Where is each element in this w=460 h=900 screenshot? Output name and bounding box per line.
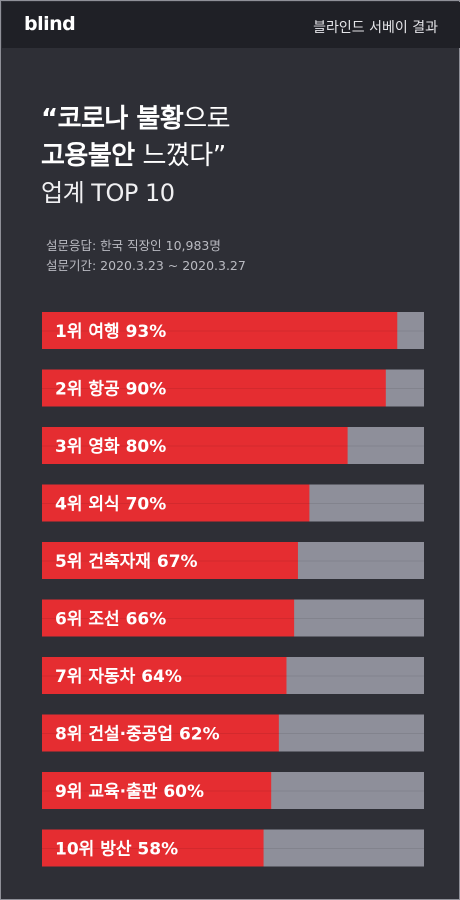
survey-respondents: 설문응답: 한국 직장인 10,983명 [46,238,221,253]
bar-stripe [42,848,424,849]
bar-stripe [42,330,424,332]
bar-label: 4위 외식 70% [55,495,166,515]
bar-stripe [42,388,424,389]
headline-line-1-rest: 으로 [183,104,231,134]
headline-line-2-rest: 느꼈다” [134,141,226,171]
bar-stripe [42,560,424,562]
headline-line-2: 고용불안 느꼈다” [41,138,431,175]
bar-stripe [42,675,424,677]
bar [42,599,295,637]
bar-label: 5위 건축자재 67% [55,552,198,572]
headline-line-2-bold: 고용불안 [41,141,135,171]
headline-line-1: “코로나 불황으로 [41,101,431,138]
bar [42,484,310,522]
bar-label: 3위 영화 80% [55,437,166,457]
bar-label: 10위 방산 58% [55,840,178,860]
bar-label: 1위 여행 93% [55,322,166,342]
bar-stripe [42,618,424,619]
survey-meta: 설문응답: 한국 직장인 10,983명 설문기간: 2020.3.23 ~ 2… [46,236,246,276]
top-bar: blind 블라인드 서베이 결과 [2,2,460,48]
bar [42,829,264,867]
bar [42,657,287,694]
bar-stripe [42,445,424,447]
bar [42,369,386,407]
bar [42,542,298,579]
bar [42,772,272,809]
bar-label: 7위 자동차 64% [55,667,182,687]
bar-label: 8위 건설·중공업 62% [55,725,220,745]
bar-label: 6위 조선 66% [55,610,166,630]
bar-stripe [42,503,424,504]
bar [42,427,348,464]
bar [42,714,279,752]
blind-logo[interactable]: blind [24,13,76,35]
bar-stripe [42,733,424,734]
headline-line-1-bold: “코로나 불황 [41,104,184,134]
bar-label: 9위 교육·출판 60% [55,782,204,802]
bar-stripe [42,790,424,792]
survey-period: 설문기간: 2020.3.23 ~ 2020.3.27 [46,258,246,273]
bar [42,312,398,349]
headline-line-3: 업계 TOP 10 [41,179,175,207]
bar-label: 2위 항공 90% [55,379,166,400]
survey-result-title: 블라인드 서베이 결과 [313,20,438,36]
headline: “코로나 불황으로 고용불안 느꼈다” 업계 TOP 10 [41,101,431,212]
